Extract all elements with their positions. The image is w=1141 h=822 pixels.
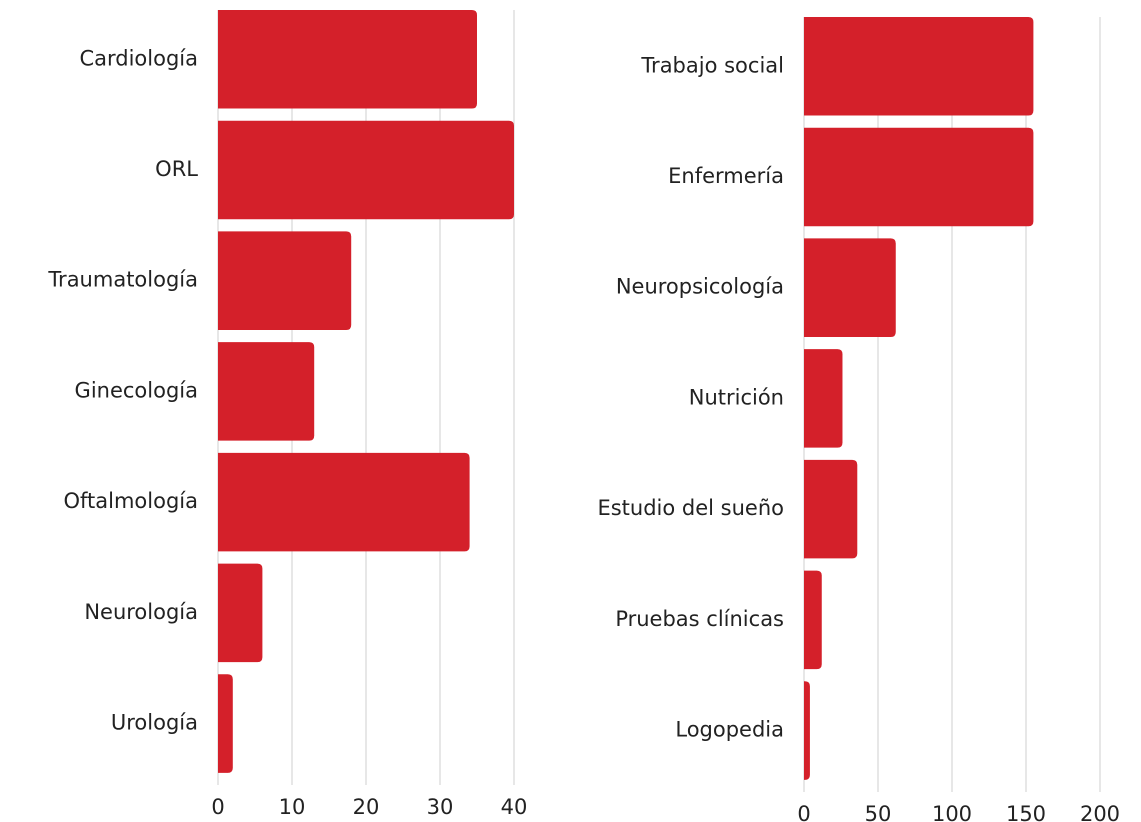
bar (218, 10, 477, 109)
bar (804, 681, 810, 780)
bar (218, 452, 470, 552)
x-tick-label: 0 (211, 795, 224, 819)
y-tick-label: Neurología (84, 600, 198, 624)
x-tick-label: 150 (1006, 802, 1046, 822)
bar (804, 349, 843, 448)
bar (804, 459, 858, 559)
bar (218, 231, 352, 330)
y-tick-label: ORL (155, 157, 198, 181)
y-tick-label: Enfermería (668, 164, 784, 188)
bar (218, 563, 263, 663)
y-tick-label: Pruebas clínicas (615, 607, 784, 631)
y-tick-label: Cardiología (79, 46, 198, 70)
x-tick-label: 20 (353, 795, 380, 819)
x-tick-label: 50 (865, 802, 892, 822)
y-tick-label: Logopedia (675, 718, 784, 742)
bar (804, 17, 1034, 116)
y-tick-label: Neuropsicología (616, 275, 784, 299)
x-tick-label: 0 (797, 802, 810, 822)
x-tick-label: 40 (501, 795, 528, 819)
bar (804, 238, 896, 337)
x-tick-label: 30 (427, 795, 454, 819)
y-tick-label: Traumatología (47, 268, 198, 292)
bar (804, 127, 1034, 227)
bar (804, 570, 822, 670)
x-tick-label: 200 (1080, 802, 1120, 822)
bar (218, 342, 315, 441)
y-tick-label: Ginecología (75, 378, 198, 402)
x-tick-label: 100 (932, 802, 972, 822)
y-tick-label: Oftalmología (63, 489, 198, 513)
y-tick-label: Urología (111, 711, 198, 735)
x-tick-label: 10 (279, 795, 306, 819)
y-tick-label: Trabajo social (640, 53, 784, 77)
bar (218, 674, 233, 773)
y-tick-label: Nutrición (689, 385, 784, 409)
bar (218, 120, 514, 220)
y-tick-label: Estudio del sueño (597, 496, 784, 520)
